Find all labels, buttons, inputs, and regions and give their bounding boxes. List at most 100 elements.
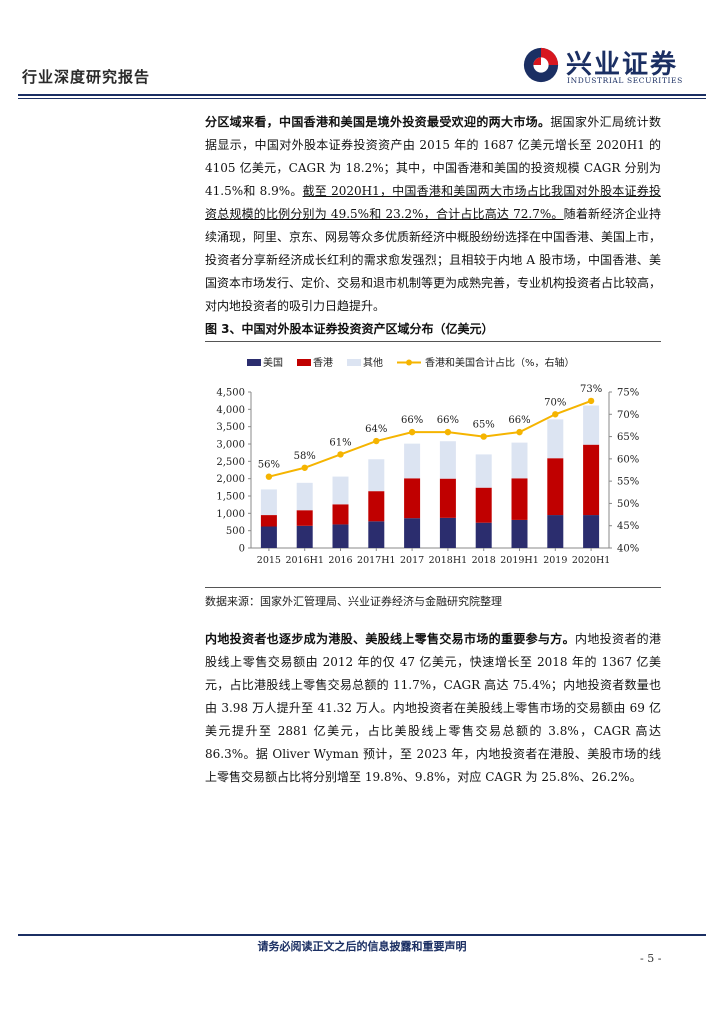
bar-segment <box>404 478 421 519</box>
x-tick-label: 2018 <box>472 555 496 566</box>
y-left-tick-label: 3,000 <box>216 440 245 451</box>
bar-segment <box>475 487 492 523</box>
bar-segment <box>583 405 600 445</box>
logo-text-en: INDUSTRIAL SECURITIES <box>567 76 683 85</box>
line-point <box>444 428 452 436</box>
line-series-path <box>268 399 592 478</box>
paragraph-lead: 分区域来看，中国香港和美国是境外投资最受欢迎的两大市场。 <box>205 115 551 129</box>
legend-swatch <box>347 359 361 366</box>
bar-segment <box>260 515 277 527</box>
bar-segment <box>583 444 600 516</box>
header-rule <box>18 94 706 96</box>
x-tick-label: 2019 <box>543 555 567 566</box>
line-point <box>408 428 416 436</box>
x-tick-label: 2017H1 <box>357 555 396 566</box>
bar-segment <box>296 525 313 548</box>
company-logo: 兴业证券 INDUSTRIAL SECURITIES <box>522 44 702 90</box>
y-right-tick-label: 60% <box>617 454 639 465</box>
legend-label: 其他 <box>363 356 383 369</box>
line-point <box>337 451 344 458</box>
bar-segment <box>332 476 349 505</box>
paragraph-text: 内地投资者的港股线上零售交易额由 2012 年的仅 47 亿美元，快速增长至 2… <box>205 632 661 784</box>
line-point <box>373 437 380 445</box>
line-point-label: 66% <box>401 415 423 426</box>
line-point <box>265 473 273 480</box>
legend-line-marker <box>406 359 412 366</box>
bar-segment <box>511 442 528 479</box>
line-point-label: 66% <box>437 415 459 426</box>
line-point-label: 58% <box>294 451 316 462</box>
y-right-tick-label: 55% <box>617 477 639 488</box>
paragraph-market-distribution: 分区域来看，中国香港和美国是境外投资最受欢迎的两大市场。据国家外汇局统计数据显示… <box>205 111 661 318</box>
y-left-tick-label: 1,000 <box>216 509 245 520</box>
line-point-label: 73% <box>580 384 602 395</box>
line-point <box>552 411 559 418</box>
footer-disclaimer: 请务必阅读正文之后的信息披露和重要声明 <box>257 940 467 953</box>
bar-segment <box>296 510 313 526</box>
bar-segment <box>547 458 564 516</box>
bar-segment <box>296 482 313 511</box>
line-point-label: 66% <box>508 415 530 426</box>
header-rule-thin <box>18 98 706 99</box>
report-type-label: 行业深度研究报告 <box>22 68 151 86</box>
y-left-tick-label: 3,500 <box>216 422 245 433</box>
y-left-tick-label: 0 <box>239 544 245 555</box>
legend-label: 香港和美国合计占比（%，右轴） <box>425 356 575 369</box>
line-point-label: 65% <box>473 420 495 431</box>
y-right-tick-label: 40% <box>617 544 639 555</box>
line-point-label: 61% <box>329 437 351 448</box>
y-left-tick-label: 4,500 <box>216 388 245 399</box>
legend-label: 美国 <box>263 356 283 369</box>
bar-segment <box>439 517 456 548</box>
bar-segment <box>547 419 564 459</box>
y-left-tick-label: 4,000 <box>216 405 245 416</box>
paragraph-text: 据国家外汇局统计数据显示，中国对外股本证券投资资产由 2015 年的 1687 … <box>205 115 661 198</box>
line-point-label: 56% <box>258 460 280 471</box>
line-point <box>480 433 487 440</box>
bar-segment <box>511 478 528 520</box>
bar-segment <box>368 491 385 522</box>
legend-label: 香港 <box>313 357 333 369</box>
figure-source: 数据来源：国家外汇管理局、兴业证券经济与金融研究院整理 <box>205 595 502 608</box>
footer-rule <box>18 934 706 936</box>
x-tick-label: 2017 <box>400 555 424 566</box>
line-point <box>301 464 308 471</box>
y-left-tick-label: 500 <box>226 526 245 537</box>
bar-segment <box>404 443 421 479</box>
bar-segment <box>547 515 564 548</box>
bar-segment <box>511 519 528 548</box>
bar-segment <box>583 515 600 548</box>
page-number: - 5 - <box>640 952 662 965</box>
x-tick-label: 2020H1 <box>572 555 611 566</box>
bar-segment <box>332 504 349 525</box>
line-point-label: 64% <box>365 424 387 435</box>
y-right-tick-label: 50% <box>617 499 639 510</box>
bar-segment <box>260 526 277 548</box>
x-tick-label: 2016 <box>328 555 352 566</box>
bar-segment <box>368 521 385 548</box>
bar-segment <box>332 524 349 548</box>
y-left-tick-label: 2,000 <box>216 474 245 485</box>
y-right-tick-label: 45% <box>617 521 639 532</box>
line-point <box>516 428 523 436</box>
bar-segment <box>368 459 385 492</box>
paragraph-highlight: 截至 2020H1，中国香港和美国两大市场占比我国对外股本证券投资总规模的比例分… <box>205 184 661 221</box>
y-right-tick-label: 70% <box>617 410 639 421</box>
logo-text-cn: 兴业证券 <box>566 50 679 80</box>
logo-mark-icon <box>523 47 559 83</box>
legend-swatch <box>247 359 261 366</box>
y-right-tick-label: 75% <box>617 388 639 399</box>
figure-top-rule <box>205 341 661 342</box>
figure-bottom-rule <box>205 587 661 588</box>
y-right-tick-label: 65% <box>617 432 639 443</box>
x-tick-label: 2016H1 <box>285 555 324 566</box>
legend-swatch <box>297 359 311 366</box>
bar-segment <box>404 518 421 548</box>
x-tick-label: 2019H1 <box>500 555 539 566</box>
x-tick-label: 2015 <box>257 555 281 566</box>
bar-segment <box>475 522 492 548</box>
line-point <box>587 397 595 405</box>
y-left-tick-label: 1,500 <box>216 492 245 503</box>
paragraph-mainland-investors: 内地投资者也逐步成为港股、美股线上零售交易市场的重要参与方。内地投资者的港股线上… <box>205 628 661 789</box>
bar-segment <box>439 441 456 479</box>
